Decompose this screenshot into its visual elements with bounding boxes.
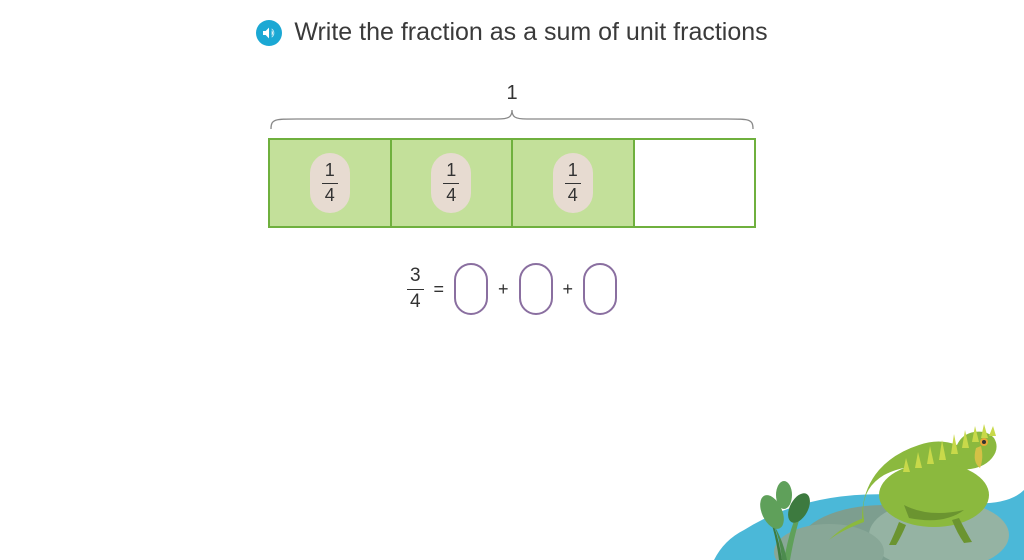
question-title: Write the fraction as a sum of unit frac… — [294, 18, 767, 47]
equals-sign: = — [434, 279, 445, 300]
equation-row: 3 4 = + + — [0, 263, 1024, 315]
answer-slot[interactable] — [583, 263, 617, 315]
equation-fraction: 3 4 — [407, 266, 424, 313]
speaker-icon — [261, 25, 277, 41]
fraction-pill: 14 — [553, 153, 593, 214]
fraction-bar: 14 14 14 — [268, 138, 756, 228]
fraction-pill: 14 — [431, 153, 471, 214]
bar-segment: 14 — [513, 140, 635, 226]
iguana-illustration — [684, 390, 1024, 560]
fraction-pill: 14 — [310, 153, 350, 214]
brace — [267, 107, 757, 132]
plus-sign: + — [498, 279, 509, 300]
bar-segment: 14 — [392, 140, 514, 226]
whole-label: 1 — [0, 82, 1024, 105]
plus-sign: + — [563, 279, 574, 300]
content-area: 1 14 14 14 3 4 = + + — [0, 82, 1024, 315]
bar-segment: 14 — [270, 140, 392, 226]
answer-slot[interactable] — [454, 263, 488, 315]
answer-slot[interactable] — [519, 263, 553, 315]
bar-segment-empty — [635, 140, 755, 226]
audio-button[interactable] — [256, 20, 282, 46]
